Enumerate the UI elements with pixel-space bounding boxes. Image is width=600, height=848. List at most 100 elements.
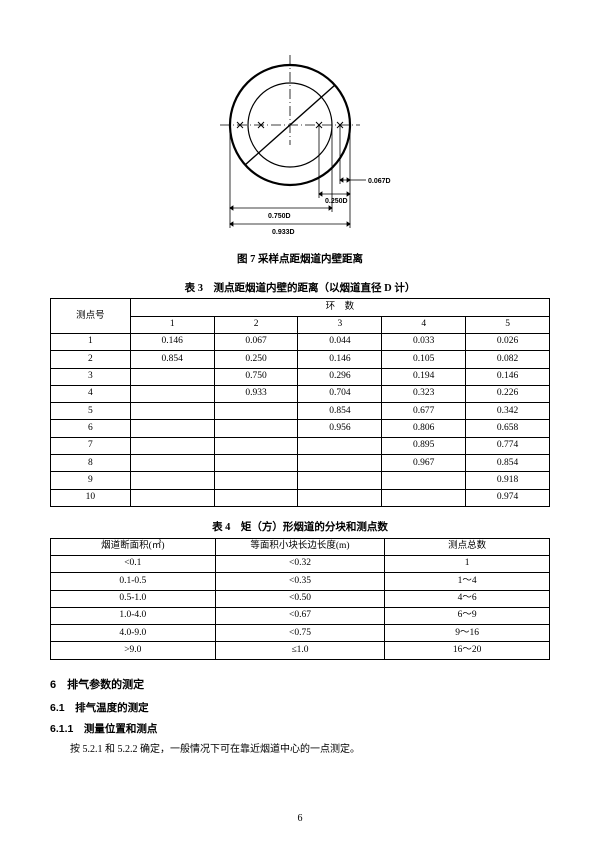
dim-0250d: 0.250D xyxy=(325,198,348,205)
cell: ≤1.0 xyxy=(215,642,385,659)
cell: 0.704 xyxy=(298,385,382,402)
table4: 烟道断面积(㎡) 等面积小块长边长度(m) 测点总数 <0.1<0.3210.1… xyxy=(50,538,550,660)
cell: 0.974 xyxy=(466,489,550,506)
table4-caption: 表 4 矩（方）形烟道的分块和测点数 xyxy=(50,521,550,536)
cell: 0.774 xyxy=(466,437,550,454)
table-row: 测点号 环 数 xyxy=(51,299,550,316)
cell: 1 xyxy=(385,555,550,572)
figure-7-svg: 0.067D 0.250D 0.750D 0.933D xyxy=(190,50,410,240)
cell: <0.67 xyxy=(215,607,385,624)
cell xyxy=(298,455,382,472)
row-id: 10 xyxy=(51,489,131,506)
table-row: 4 0.9330.7040.3230.226 xyxy=(51,385,550,402)
dim-0933d: 0.933D xyxy=(272,229,295,236)
row-id: 2 xyxy=(51,351,131,368)
cell: 0.5-1.0 xyxy=(51,590,216,607)
cell: 0.658 xyxy=(466,420,550,437)
table-row: 7 0.8950.774 xyxy=(51,437,550,454)
table-row: 0.5-1.0<0.504～6 xyxy=(51,590,550,607)
table-row: 0.1-0.5<0.351～4 xyxy=(51,573,550,590)
cell: 0.194 xyxy=(382,368,466,385)
cell xyxy=(214,420,298,437)
dim-0750d: 0.750D xyxy=(268,213,291,220)
cell: 0.854 xyxy=(130,351,214,368)
table3: 测点号 环 数 1 2 3 4 5 10.1460.0670.0440.0330… xyxy=(50,298,550,507)
table-row: >9.0≤1.016～20 xyxy=(51,642,550,659)
dim-0067d: 0.067D xyxy=(368,178,391,185)
cell xyxy=(130,472,214,489)
table3-rowheader: 测点号 xyxy=(51,299,131,334)
heading-6-1: 6.1 排气温度的测定 xyxy=(50,701,550,716)
cell: 0.067 xyxy=(214,333,298,350)
cell xyxy=(130,437,214,454)
cell xyxy=(214,437,298,454)
table-row: 8 0.9670.854 xyxy=(51,455,550,472)
row-id: 5 xyxy=(51,403,131,420)
cell: <0.75 xyxy=(215,625,385,642)
cell xyxy=(298,472,382,489)
cell xyxy=(214,455,298,472)
table-row: 烟道断面积(㎡) 等面积小块长边长度(m) 测点总数 xyxy=(51,538,550,555)
row-id: 6 xyxy=(51,420,131,437)
table-row: 10 0.974 xyxy=(51,489,550,506)
paragraph-6-1-1: 按 5.2.1 和 5.2.2 确定，一般情况下可在靠近烟道中心的一点测定。 xyxy=(50,742,550,758)
cell: 0.342 xyxy=(466,403,550,420)
cell: 0.323 xyxy=(382,385,466,402)
cell xyxy=(214,403,298,420)
cell: <0.35 xyxy=(215,573,385,590)
table-row: 90.918 xyxy=(51,472,550,489)
cell: 0.250 xyxy=(214,351,298,368)
cell: 0.146 xyxy=(298,351,382,368)
heading-6: 6 排气参数的测定 xyxy=(50,678,550,693)
cell: 0.895 xyxy=(382,437,466,454)
cell: 4～6 xyxy=(385,590,550,607)
cell: 0.026 xyxy=(466,333,550,350)
row-id: 8 xyxy=(51,455,131,472)
cell: 0.854 xyxy=(466,455,550,472)
cell: 0.750 xyxy=(214,368,298,385)
table-row: 6 0.9560.8060.658 xyxy=(51,420,550,437)
cell: 0.854 xyxy=(298,403,382,420)
figure-7: 0.067D 0.250D 0.750D 0.933D 图 7 采样点距烟道内壁… xyxy=(50,40,550,268)
cell: <0.32 xyxy=(215,555,385,572)
cell: 0.918 xyxy=(466,472,550,489)
cell: 16～20 xyxy=(385,642,550,659)
cell: >9.0 xyxy=(51,642,216,659)
heading-6-1-1: 6.1.1 测量位置和测点 xyxy=(50,722,550,737)
cell xyxy=(130,403,214,420)
cell xyxy=(298,489,382,506)
cell xyxy=(214,472,298,489)
cell: 1～4 xyxy=(385,573,550,590)
cell xyxy=(382,489,466,506)
cell: 0.1-0.5 xyxy=(51,573,216,590)
cell: 0.967 xyxy=(382,455,466,472)
cell xyxy=(382,472,466,489)
cell xyxy=(214,489,298,506)
table-row: 50.8540.6770.342 xyxy=(51,403,550,420)
table-row: 20.8540.2500.1460.1050.082 xyxy=(51,351,550,368)
cell: 9～16 xyxy=(385,625,550,642)
row-id: 4 xyxy=(51,385,131,402)
table-row: 4.0-9.0<0.759～16 xyxy=(51,625,550,642)
row-id: 7 xyxy=(51,437,131,454)
cell: 1.0-4.0 xyxy=(51,607,216,624)
cell: 6～9 xyxy=(385,607,550,624)
page-number: 6 xyxy=(0,812,600,826)
table3-caption: 表 3 测点距烟道内壁的距离（以烟道直径 D 计） xyxy=(50,282,550,297)
figure-7-caption: 图 7 采样点距烟道内壁距离 xyxy=(50,253,550,268)
cell: 4.0-9.0 xyxy=(51,625,216,642)
cell: 0.146 xyxy=(466,368,550,385)
row-id: 3 xyxy=(51,368,131,385)
cell xyxy=(130,385,214,402)
cell xyxy=(130,420,214,437)
cell: 0.044 xyxy=(298,333,382,350)
cell: 0.956 xyxy=(298,420,382,437)
cell: 0.806 xyxy=(382,420,466,437)
table-row: 30.7500.2960.1940.146 xyxy=(51,368,550,385)
cell: 0.933 xyxy=(214,385,298,402)
table-row: <0.1<0.321 xyxy=(51,555,550,572)
cell xyxy=(130,489,214,506)
cell: 0.226 xyxy=(466,385,550,402)
cell xyxy=(298,437,382,454)
table-row: 10.1460.0670.0440.0330.026 xyxy=(51,333,550,350)
